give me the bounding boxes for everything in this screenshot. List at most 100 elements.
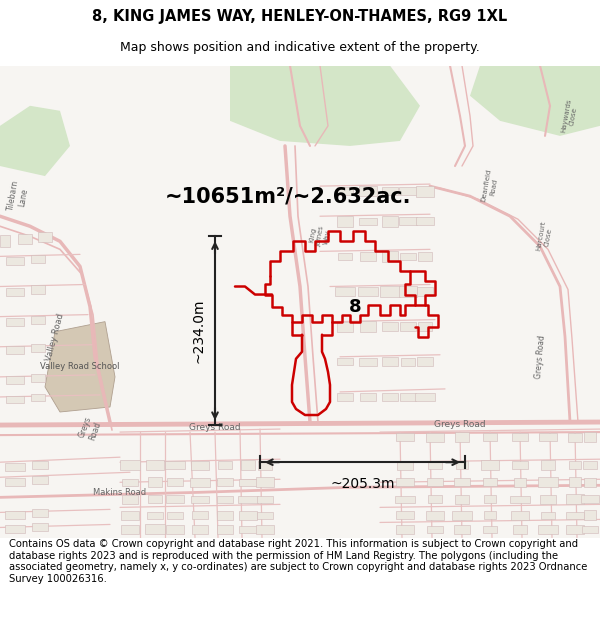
Bar — [258, 461, 272, 469]
Bar — [484, 495, 496, 504]
Bar — [514, 478, 526, 486]
Bar — [566, 525, 584, 534]
Text: Greys
Road: Greys Road — [77, 416, 103, 442]
Bar — [145, 524, 165, 534]
Text: Tilebarn
Lane: Tilebarn Lane — [6, 179, 30, 213]
Bar — [382, 187, 398, 195]
Text: 8, KING JAMES WAY, HENLEY-ON-THAMES, RG9 1XL: 8, KING JAMES WAY, HENLEY-ON-THAMES, RG9… — [92, 9, 508, 24]
Polygon shape — [45, 322, 115, 412]
Bar — [256, 524, 274, 534]
Text: Deanfield
Road: Deanfield Road — [481, 169, 499, 204]
Bar — [121, 511, 139, 520]
Text: Makins Road: Makins Road — [94, 488, 146, 497]
Bar — [395, 496, 415, 503]
Bar — [257, 496, 272, 503]
Bar — [415, 393, 434, 401]
Bar — [122, 479, 137, 486]
Bar — [359, 186, 377, 196]
Bar — [418, 322, 432, 331]
Bar — [218, 461, 232, 469]
Bar — [416, 217, 434, 225]
Bar — [6, 288, 24, 296]
Bar — [400, 393, 416, 401]
Text: Valley Road School: Valley Road School — [40, 362, 120, 371]
Bar — [32, 461, 48, 469]
Bar — [147, 512, 163, 519]
Bar — [358, 286, 378, 296]
Bar — [481, 460, 499, 470]
Bar — [31, 256, 45, 263]
Bar — [338, 253, 352, 260]
Bar — [257, 512, 273, 519]
Text: Harcourt
Close: Harcourt Close — [536, 220, 554, 253]
Text: ~205.3m: ~205.3m — [330, 478, 395, 491]
Bar — [380, 286, 400, 297]
Bar — [360, 393, 376, 401]
Bar — [416, 288, 433, 296]
Bar — [167, 512, 184, 519]
Text: 8: 8 — [349, 298, 361, 316]
Bar — [568, 432, 582, 442]
Bar — [122, 495, 139, 504]
Bar — [427, 478, 443, 486]
Bar — [397, 511, 413, 519]
Bar — [31, 316, 45, 324]
Bar — [511, 511, 529, 520]
Bar — [382, 216, 398, 226]
Bar — [455, 495, 469, 504]
Bar — [399, 188, 417, 195]
Bar — [541, 460, 555, 470]
Bar — [217, 525, 233, 534]
Bar — [6, 346, 24, 354]
Bar — [18, 234, 32, 244]
Bar — [165, 461, 185, 469]
Bar — [5, 526, 25, 534]
Bar — [400, 286, 416, 297]
Bar — [540, 495, 556, 504]
Bar — [217, 511, 233, 520]
Bar — [569, 478, 581, 487]
Text: Valley Road: Valley Road — [44, 312, 65, 361]
Bar — [538, 478, 557, 488]
Bar — [400, 322, 416, 331]
Text: ~234.0m: ~234.0m — [191, 298, 205, 363]
Bar — [395, 433, 415, 441]
Bar — [396, 524, 414, 534]
Text: Haywards
Close: Haywards Close — [560, 98, 580, 134]
Text: Greys Road: Greys Road — [533, 334, 547, 379]
Bar — [569, 461, 581, 469]
Bar — [359, 358, 377, 366]
Bar — [337, 322, 353, 331]
Bar — [0, 235, 10, 248]
Bar — [359, 217, 377, 225]
Bar — [456, 461, 468, 469]
Bar — [584, 432, 596, 442]
Text: Contains OS data © Crown copyright and database right 2021. This information is : Contains OS data © Crown copyright and d… — [9, 539, 587, 584]
Bar — [190, 478, 210, 487]
Bar — [121, 525, 139, 534]
Bar — [337, 187, 353, 195]
Bar — [166, 524, 184, 534]
Bar — [426, 432, 444, 441]
Bar — [427, 526, 443, 533]
Bar — [360, 252, 376, 261]
Bar — [5, 463, 25, 471]
Bar — [428, 461, 442, 469]
Bar — [241, 461, 255, 470]
Bar — [166, 495, 184, 504]
Bar — [418, 252, 432, 261]
Bar — [396, 479, 414, 486]
Polygon shape — [470, 66, 600, 136]
Bar — [191, 461, 209, 469]
Bar — [6, 396, 24, 404]
Bar — [401, 358, 415, 366]
Text: Greys Road: Greys Road — [189, 422, 241, 431]
Bar — [337, 393, 353, 401]
Bar — [400, 253, 416, 260]
Bar — [582, 526, 598, 533]
Bar — [148, 478, 163, 487]
Bar — [513, 524, 527, 534]
Bar — [217, 478, 233, 486]
Text: Map shows position and indicative extent of the property.: Map shows position and indicative extent… — [120, 41, 480, 54]
Bar — [455, 432, 469, 442]
